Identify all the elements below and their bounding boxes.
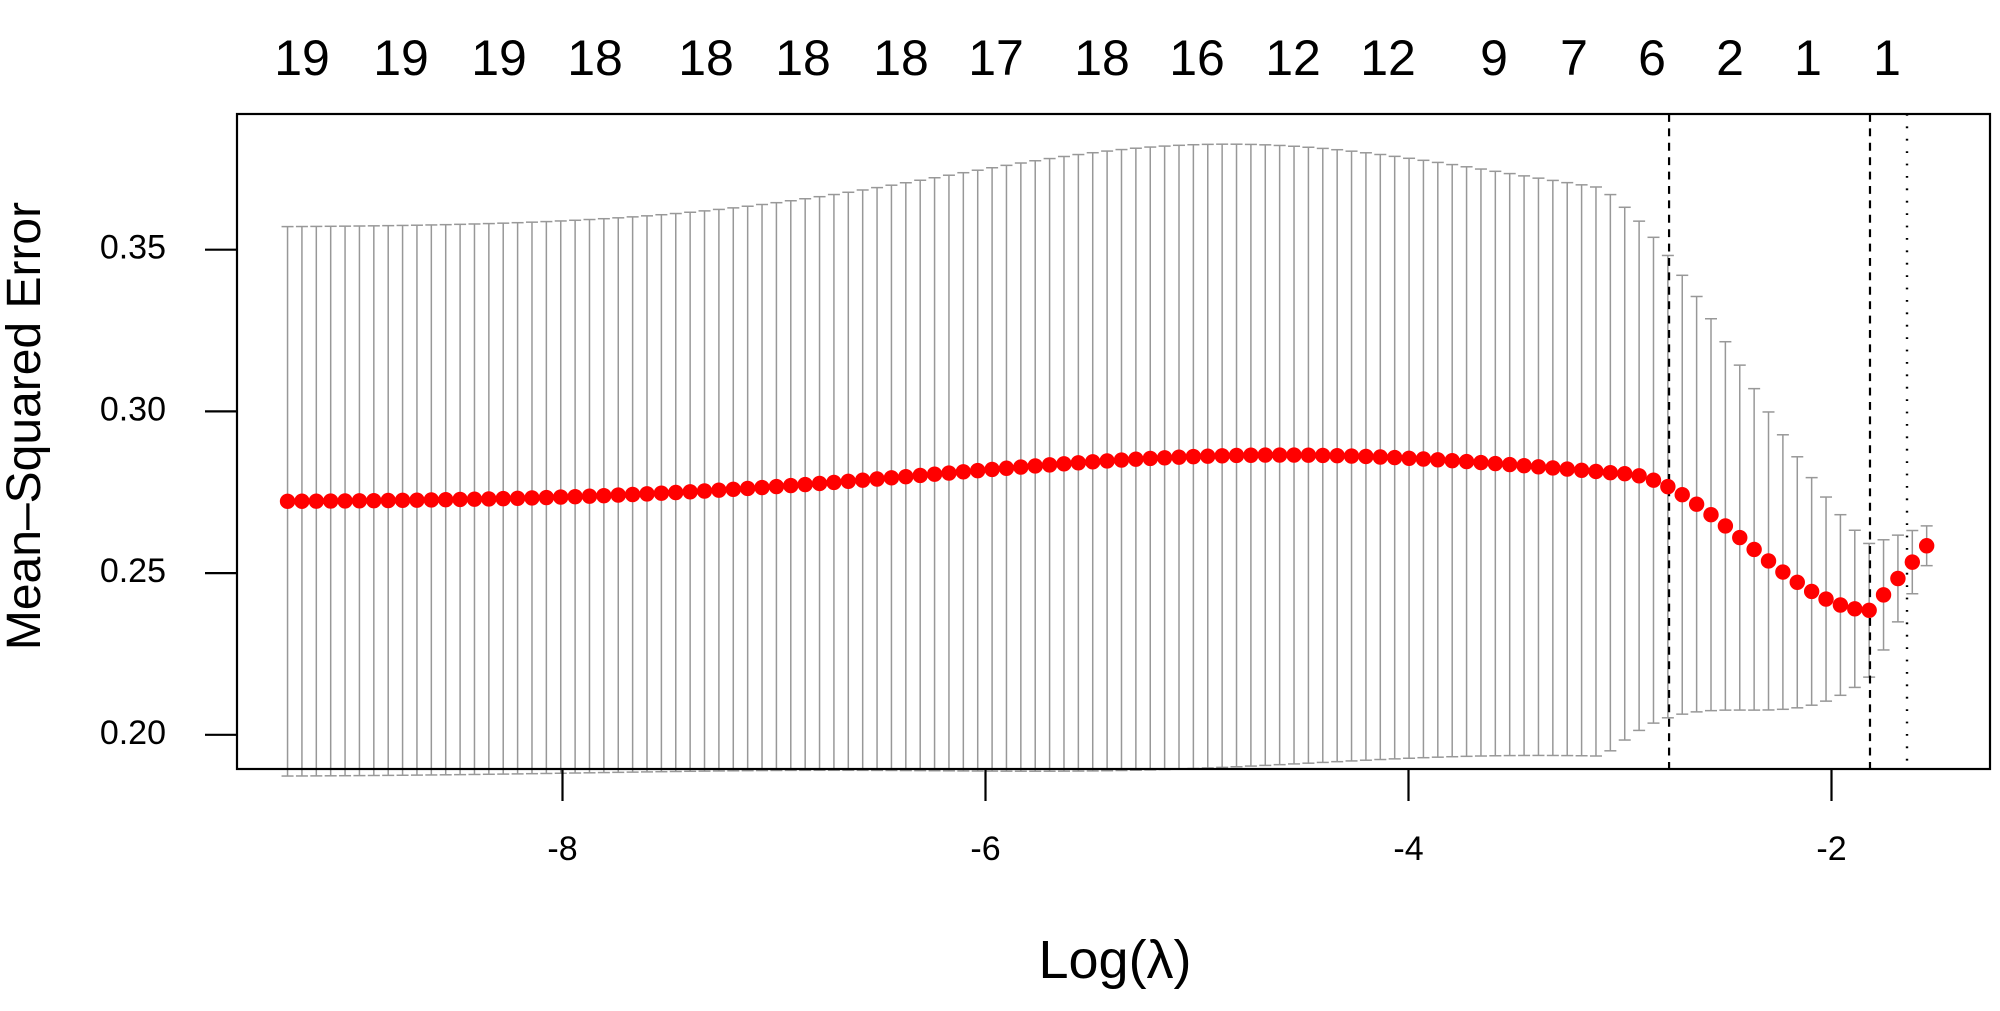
svg-text:0.30: 0.30 bbox=[100, 390, 166, 428]
svg-text:6: 6 bbox=[1638, 30, 1666, 86]
svg-text:1: 1 bbox=[1873, 30, 1901, 86]
svg-text:18: 18 bbox=[873, 30, 929, 86]
svg-text:1: 1 bbox=[1794, 30, 1822, 86]
svg-text:0.35: 0.35 bbox=[100, 229, 166, 267]
svg-text:7: 7 bbox=[1560, 30, 1588, 86]
svg-text:18: 18 bbox=[567, 30, 623, 86]
svg-text:Mean–Squared Error: Mean–Squared Error bbox=[0, 202, 51, 650]
svg-text:-2: -2 bbox=[1816, 830, 1846, 868]
svg-text:0.25: 0.25 bbox=[100, 552, 166, 590]
svg-text:-8: -8 bbox=[547, 830, 577, 868]
svg-text:-6: -6 bbox=[970, 830, 1000, 868]
svg-text:9: 9 bbox=[1480, 30, 1508, 86]
svg-text:18: 18 bbox=[775, 30, 831, 86]
svg-text:19: 19 bbox=[274, 30, 330, 86]
svg-text:19: 19 bbox=[471, 30, 527, 86]
svg-text:0.20: 0.20 bbox=[100, 714, 166, 752]
svg-text:-4: -4 bbox=[1393, 830, 1423, 868]
svg-text:16: 16 bbox=[1169, 30, 1225, 86]
svg-text:18: 18 bbox=[1074, 30, 1130, 86]
svg-text:12: 12 bbox=[1360, 30, 1416, 86]
svg-text:19: 19 bbox=[373, 30, 429, 86]
svg-text:17: 17 bbox=[968, 30, 1024, 86]
svg-text:2: 2 bbox=[1716, 30, 1744, 86]
svg-text:Log(λ): Log(λ) bbox=[1038, 930, 1191, 990]
svg-text:18: 18 bbox=[678, 30, 734, 86]
svg-text:12: 12 bbox=[1265, 30, 1321, 86]
